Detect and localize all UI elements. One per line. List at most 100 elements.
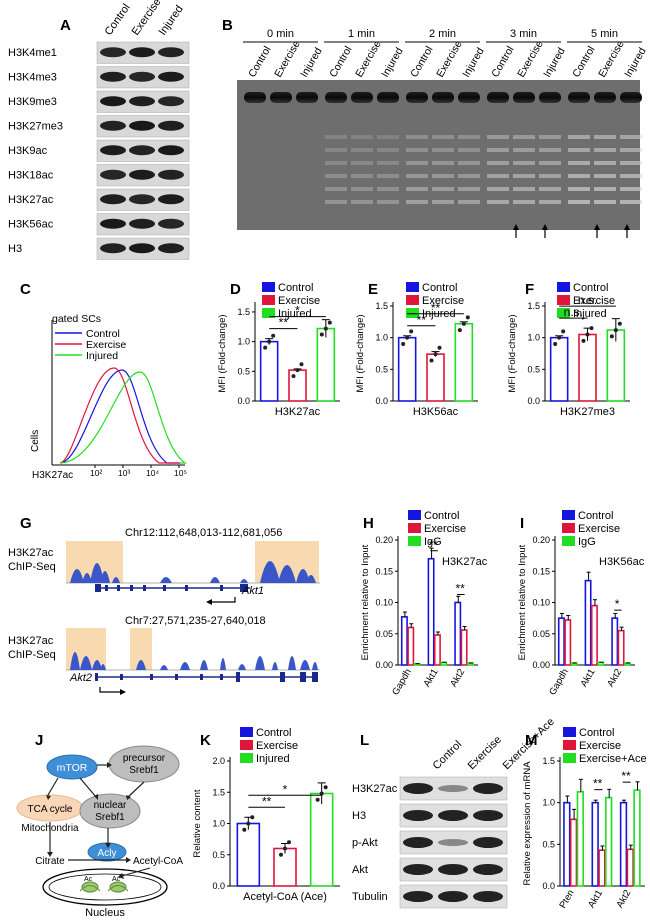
y-tick-label: 1.0 [375,333,388,343]
y-tick-label: 1.0 [527,333,540,343]
chip-peak [82,573,92,583]
legend-swatch [262,295,275,305]
chip-peak [220,658,226,670]
gene1-label: Akt1 [241,585,264,597]
bar [576,791,585,887]
data-point [609,334,614,339]
panel-label-i: I [520,515,524,532]
legend-label: Control [424,510,459,522]
gene-exon [220,585,223,591]
chip-peak [260,561,280,583]
significance-label: * [615,597,620,611]
data-point [553,342,558,346]
gene-exon [175,674,178,680]
b-ladder-band [406,200,428,204]
nucleus-inner [48,873,162,901]
b-ladder-band [351,148,373,152]
g-ylabel1a: H3K27ac [8,547,54,559]
bar [626,848,634,887]
b-ladder-band [406,187,428,191]
chip-peak [240,579,248,583]
c-xtick-label: 10⁴ [146,468,159,478]
bar [633,789,641,887]
legend-swatch [262,282,275,292]
b-ladder-band [620,148,642,152]
legend-swatch [562,510,575,520]
panel-label-c: C [20,281,31,298]
chip-peak [70,652,80,670]
b-time-label: 5 min [591,28,618,40]
legend-label: Exercise [256,740,298,752]
a-band [129,169,155,180]
l-band [403,810,433,821]
bar [433,634,441,666]
data-point [263,345,268,350]
panel-g: G Chr12:112,648,013-112,681,056 Chr7:27,… [8,515,320,695]
b-ladder-band [458,174,480,178]
y-tick-label: 1.5 [542,756,555,766]
gated-label: gated SCs [52,313,101,325]
b-well-band [620,92,642,103]
a-band [129,96,155,107]
y-tick-label: 1.0 [212,819,225,829]
b-ladder-band [458,161,480,165]
a-band [158,71,184,82]
b-ladder-band [487,148,509,152]
data-point [585,332,590,337]
legend-swatch [563,753,576,763]
b-lane-label: Control [327,44,354,79]
bar [259,340,279,402]
y-tick-label: 0.15 [532,566,550,576]
chip-peak [278,565,296,583]
significance-label: * [295,304,300,318]
nucleus-label: Nucleus [85,907,125,919]
b-ladder-band [351,161,373,165]
y-axis-label: Enrichment relative to Input [360,544,371,660]
j-arrows [47,764,145,861]
legend-swatch [406,295,419,305]
bar [273,847,297,887]
c-legend-label: Exercise [86,339,126,351]
significance-label: ** [621,769,631,783]
chip-peak [180,662,190,670]
b-ladder-band [377,200,399,204]
panel-label-d: D [230,281,241,298]
gene-exon [280,672,285,682]
a-band [100,194,126,205]
b-ladder-band [487,187,509,191]
bar [397,336,417,402]
data-point [405,335,410,340]
b-ladder-band [620,174,642,178]
tca-label: TCA cycle [27,804,72,815]
b-arrowhead [542,224,548,230]
b-ladder-band [458,135,480,139]
b-ladder-band [377,174,399,178]
gene-exon [240,584,248,592]
b-ladder-band [513,174,535,178]
c-legend-label: Injured [86,350,118,362]
bar [440,661,448,666]
y-tick-label: 0.5 [237,366,250,376]
a-band [158,218,184,229]
b-ladder-band [325,187,347,191]
gene-exon [95,673,98,681]
x-tick-label: Akt2 [448,667,467,689]
tss-arrowhead [206,599,212,605]
nuclear-label-2: Srebf1 [95,812,125,823]
bar [611,617,619,666]
x-tick-label: Pten [557,888,576,910]
panel-j: J mTOR precursor Srebf1 TCA cycle Mitoch… [16,732,183,919]
gene-exon [185,585,188,591]
l-col-label: Control [431,739,465,773]
b-ladder-band [539,200,561,204]
locus2: Chr7:27,571,235-27,640,018 [125,615,266,627]
data-point [319,791,324,796]
b-arrowhead [594,224,600,230]
bar [288,369,307,402]
panel-label-h: H [363,515,374,532]
y-tick-label: 0.15 [375,566,393,576]
